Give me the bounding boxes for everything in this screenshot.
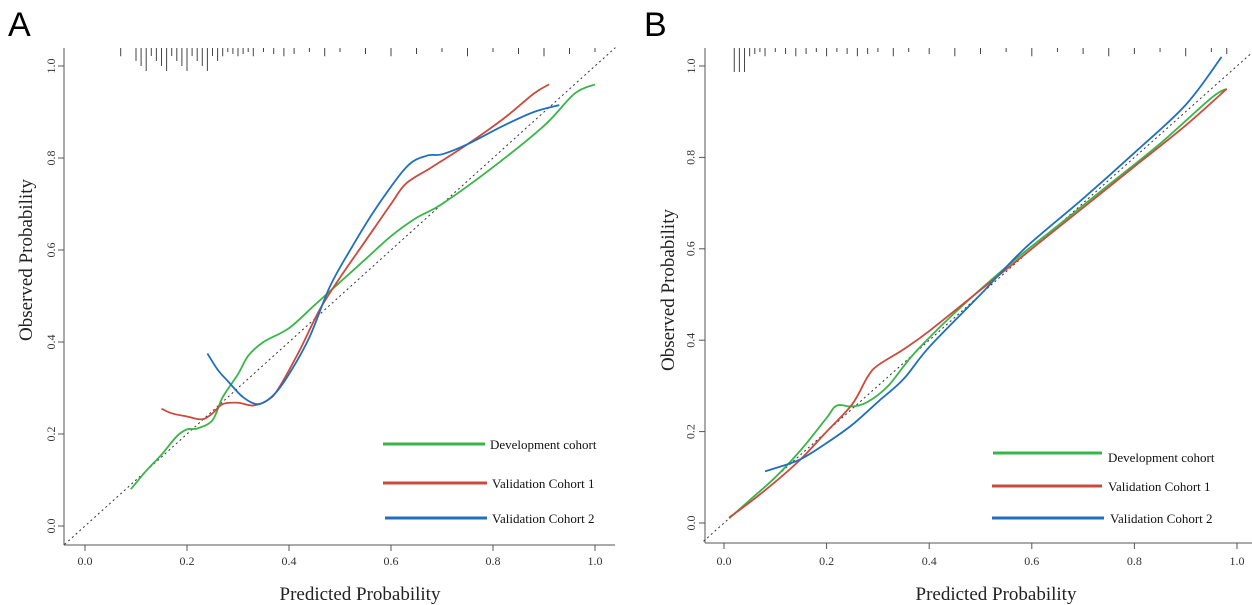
development-cohort-line (728, 88, 1228, 520)
x-tick-label: 0.6 (1024, 554, 1039, 568)
y-tick-label: 1.0 (44, 59, 58, 74)
calibration-chart-b: 0.0 0.2 0.4 0.6 0.8 1.0 0.0 0.2 0.4 0.6 0.8 1.0 Pred… (658, 48, 1252, 605)
x-tick-label: 0.0 (78, 554, 93, 568)
y-tick-label: 0.2 (44, 427, 58, 442)
legend-label: Validation Cohort 1 (492, 476, 595, 491)
y-tick-label: 0.6 (684, 241, 698, 256)
legend-label: Validation Cohort 2 (1110, 511, 1213, 526)
y-axis-title: Observed Probability (16, 179, 37, 342)
validation-cohort-1-line (728, 88, 1228, 519)
legend-label: Development cohort (490, 437, 597, 452)
y-tick-label: 0.4 (684, 333, 698, 348)
y-tick-label: 0.0 (44, 519, 58, 534)
validation-cohort-2-line (206, 104, 560, 406)
development-cohort-line (130, 83, 596, 490)
x-tick-label: 0.2 (180, 554, 195, 568)
validation-cohort-1-line (161, 83, 550, 421)
x-axis-title: Predicted Probability (916, 584, 1077, 605)
x-tick-label: 0.8 (1127, 554, 1142, 568)
y-tick-label: 0.0 (684, 516, 698, 531)
y-axis-title: Observed Probability (658, 209, 679, 372)
x-tick-label: 1.0 (588, 554, 603, 568)
x-tick-label: 1.0 (1230, 554, 1245, 568)
panel-b-letter: B (644, 6, 667, 44)
validation-cohort-2-line (764, 56, 1223, 473)
x-tick-label: 0.6 (384, 554, 399, 568)
y-tick-label: 1.0 (684, 59, 698, 74)
x-tick-label: 0.4 (282, 554, 297, 568)
y-tick-label: 0.8 (44, 151, 58, 166)
x-axis-title: Predicted Probability (280, 584, 441, 605)
x-tick-label: 0.2 (819, 554, 834, 568)
y-tick-label: 0.4 (44, 335, 58, 350)
y-tick-label: 0.2 (684, 424, 698, 439)
legend-label: Validation Cohort 1 (1108, 479, 1211, 494)
y-tick-label: 0.6 (44, 243, 58, 258)
x-tick-label: 0.4 (922, 554, 937, 568)
calibration-chart-a: 0.0 0.2 0.4 0.6 0.8 1.0 0.0 0.2 0.4 0.6 0.8 1.0 Pred… (16, 47, 616, 605)
ideal-diagonal-line (64, 47, 616, 545)
x-tick-label: 0.8 (486, 554, 501, 568)
legend-label: Development cohort (1108, 450, 1215, 465)
legend-label: Validation Cohort 2 (492, 511, 595, 526)
x-tick-label: 0.0 (717, 554, 732, 568)
y-tick-label: 0.8 (684, 150, 698, 165)
panel-a-letter: A (8, 6, 31, 44)
